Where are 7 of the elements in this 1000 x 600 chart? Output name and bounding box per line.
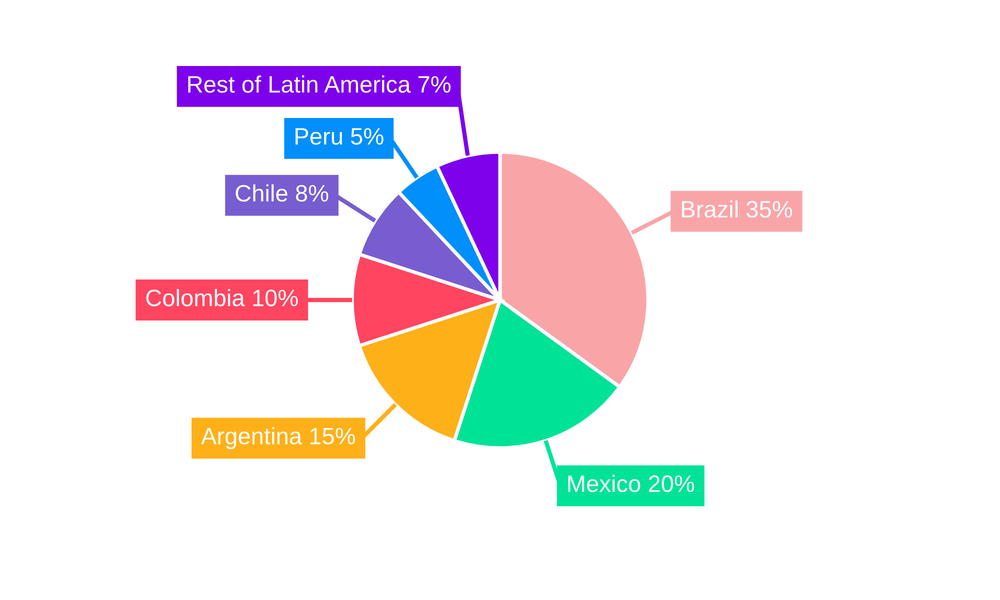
slice-label: Mexico 20% — [568, 474, 694, 492]
slice-label: Rest of Latin America 7% — [188, 75, 451, 93]
slice-label: Argentina 15% — [201, 427, 356, 450]
slice-label: Brazil 35% — [682, 200, 792, 218]
slice-label: Colombia 10% — [146, 288, 298, 306]
slice-label: Peru 5% — [296, 128, 384, 145]
slice-label: Chile 8% — [236, 184, 328, 202]
